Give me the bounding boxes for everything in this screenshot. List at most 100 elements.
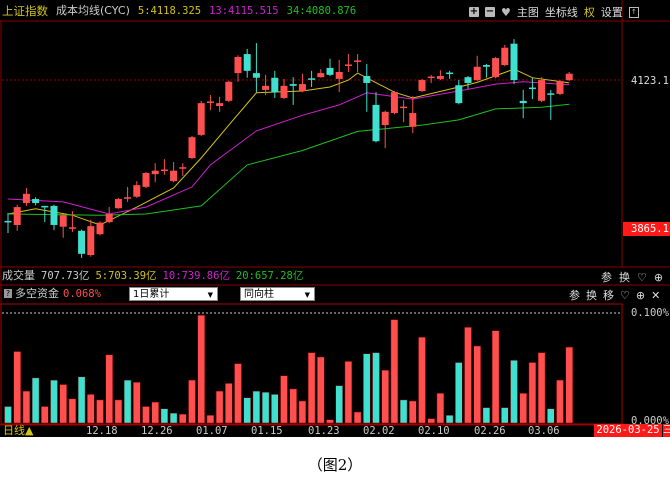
zoom-icon[interactable]: ⊕: [653, 270, 664, 284]
indicator-bar: [114, 399, 123, 424]
volume-param-button[interactable]: 参: [601, 271, 612, 284]
candle-down: [528, 87, 536, 90]
zoom-in-icon[interactable]: +: [469, 6, 479, 17]
x-axis-tick-label: 02.10: [418, 425, 450, 437]
ma13-value: 13:4115.515: [209, 5, 279, 17]
indicator-bar: [206, 415, 215, 424]
zoom-out-icon[interactable]: −: [485, 6, 495, 17]
indicator-bar: [473, 345, 481, 424]
indicator-bar: [188, 379, 196, 424]
rights-button[interactable]: 权: [583, 6, 595, 19]
favorite-heart-icon[interactable]: ♡: [637, 270, 647, 284]
candle-up: [409, 112, 417, 127]
indicator-bar: [105, 354, 113, 424]
candle-up: [234, 56, 242, 74]
candle-up: [197, 103, 205, 135]
indicator-bar: [169, 412, 178, 424]
indicator-bar: [491, 330, 500, 424]
candle-up: [206, 101, 214, 103]
indicator-bar: [418, 336, 426, 424]
indicator-move-button[interactable]: 移: [603, 289, 614, 302]
volume-switch-button[interactable]: 换: [619, 271, 630, 284]
zoom-icon[interactable]: ⊕: [635, 288, 646, 302]
volume-ma5: 5:703.39亿: [95, 270, 157, 282]
indicator-bar: [537, 352, 546, 424]
volume-ma20: 20:657.28亿: [235, 270, 304, 282]
indicator-bar: [96, 399, 104, 424]
candle-up: [22, 193, 30, 204]
symbol-name[interactable]: 上证指数: [2, 4, 48, 18]
favorite-heart-icon[interactable]: ♡: [620, 288, 630, 302]
indicator-bar: [243, 397, 251, 424]
candle-down: [464, 77, 472, 83]
indicator-bar: [4, 406, 12, 424]
style-select[interactable]: 同向柱 ▼: [240, 287, 315, 301]
indicator-title[interactable]: 多空资金: [15, 287, 59, 300]
candle-up: [262, 85, 270, 90]
indicator-switch-button[interactable]: 换: [586, 289, 597, 302]
indicator-bar: [87, 394, 95, 424]
candle-up: [556, 81, 564, 94]
main-chart-button[interactable]: 主图: [516, 6, 539, 19]
indicator-bar: [399, 399, 408, 424]
indicator-bar: [22, 390, 31, 424]
close-icon[interactable]: ✕: [651, 288, 661, 302]
chevron-down-icon: ▼: [304, 291, 310, 299]
indicator-toolbar: 参 换 移 ♡ ⊕ ✕: [569, 287, 660, 303]
help-icon[interactable]: ?: [4, 289, 12, 298]
heart-icon[interactable]: ♥: [501, 5, 511, 19]
candle-down: [32, 198, 40, 204]
ma13-line: [7, 81, 570, 215]
x-axis-tick-label: 02.02: [363, 425, 395, 437]
indicator-bar: [344, 361, 353, 424]
indicator-bar: [77, 376, 86, 424]
price-axis-label: 4123.1: [631, 75, 669, 87]
indicator-bar: [234, 363, 242, 424]
indicator-param-button[interactable]: 参: [569, 289, 580, 302]
volume-label[interactable]: 成交量: [2, 269, 35, 282]
volume-toolbar: 参 换 ♡ ⊕: [601, 269, 663, 285]
settings-button[interactable]: 设置: [600, 6, 623, 19]
indicator-name[interactable]: 成本均线(CYC): [56, 4, 130, 17]
candle-up: [335, 71, 343, 79]
indicator-axis-bottom: 0.000%: [631, 415, 669, 424]
candle-up: [298, 84, 306, 92]
ma34-value: 34:4080.876: [286, 5, 357, 17]
indicator-bar: [363, 353, 371, 424]
candle-up: [473, 66, 481, 81]
x-axis-tick-label: 12.26: [141, 425, 173, 437]
indicator-bar: [436, 393, 445, 424]
main-chart-header: 上证指数 成本均线(CYC) 5:4118.325 13:4115.515 34…: [2, 4, 356, 18]
ma5-value: 5:4118.325: [137, 5, 202, 17]
x-axis-tick-label: 02.26: [474, 425, 506, 437]
candle-up: [160, 169, 168, 172]
candle-up: [436, 76, 444, 79]
indicator-bar: [13, 351, 21, 424]
candle-up: [133, 185, 141, 197]
period-toggle[interactable]: 日线▲: [3, 424, 34, 437]
indicator-bar: [151, 401, 159, 424]
x-axis-tick-label: 03.06: [528, 425, 560, 437]
chart-canvas[interactable]: [0, 0, 670, 437]
period-select[interactable]: 1日累计 ▼: [129, 287, 218, 301]
indicator-bar: [261, 391, 270, 424]
indicator-bar: [556, 379, 564, 424]
crosshair-button[interactable]: 坐标线: [544, 6, 578, 19]
stock-chart-window: 上证指数 成本均线(CYC) 5:4118.325 13:4115.515 34…: [0, 0, 670, 437]
candle-down: [41, 205, 49, 208]
candle-down: [78, 230, 86, 254]
candle-down: [326, 67, 334, 75]
indicator-bar: [317, 356, 325, 424]
indicator-bar: [133, 382, 141, 424]
candle-up: [354, 60, 362, 62]
candle-down: [50, 205, 58, 225]
indicator-bar: [482, 407, 491, 424]
x-axis-tick-label: 12.18: [86, 425, 118, 437]
maximize-icon[interactable]: ↑: [628, 6, 639, 18]
candle-up: [418, 80, 426, 92]
indicator-bar: [59, 384, 67, 424]
candle-up: [87, 226, 95, 255]
indicator-bar: [547, 408, 555, 424]
ma34-line: [7, 103, 570, 216]
candle-down: [519, 100, 527, 104]
